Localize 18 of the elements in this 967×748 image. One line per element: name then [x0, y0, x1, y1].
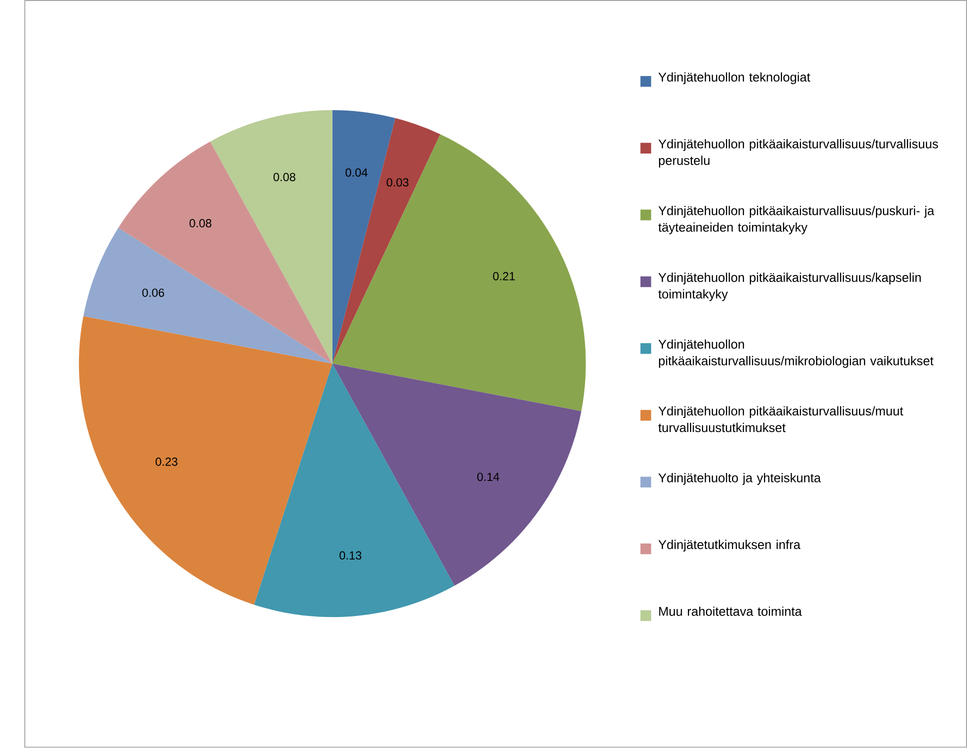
- legend-label: Ydinjätetutkimuksen infra: [658, 540, 800, 552]
- data-label: 0.08: [190, 219, 212, 228]
- legend-label: Ydinjätehuollon pitkäaikaisturvallisuus/mikrobiologian vaikutukset: [658, 340, 934, 368]
- data-label: 0.21: [493, 272, 515, 280]
- legend-label: Ydinjätehuollon pitkäaikaisturvallisuus/muut turvallisuustutkimukset: [658, 406, 904, 432]
- data-label: 0.23: [156, 458, 178, 466]
- data-label: 0.04: [346, 168, 368, 177]
- data-label: 0.13: [340, 551, 362, 560]
- legend-label: Ydinjätehuollon pitkäaikaisturvallisuus/kapselin toimintakyky: [658, 272, 921, 302]
- legend-label: Ydinjätehuollon teknologiat: [658, 72, 810, 84]
- legend-label: Ydinjätehuolto ja yhteiskunta: [658, 473, 821, 485]
- data-label: 0.08: [274, 173, 296, 182]
- data-label: 0.06: [142, 288, 164, 297]
- data-label: 0.03: [386, 178, 408, 187]
- legend-label: Ydinjätehuollon pitkäaikaisturvallisuus/puskuri- ja täyteaineiden toimintakyky: [658, 206, 934, 234]
- legend-label: Ydinjätehuollon pitkäaikaisturvallisuus/turvallisuus perustelu: [658, 139, 938, 168]
- data-label: 0.14: [477, 472, 500, 482]
- legend-label: Muu rahoitettava toiminta: [659, 606, 802, 616]
